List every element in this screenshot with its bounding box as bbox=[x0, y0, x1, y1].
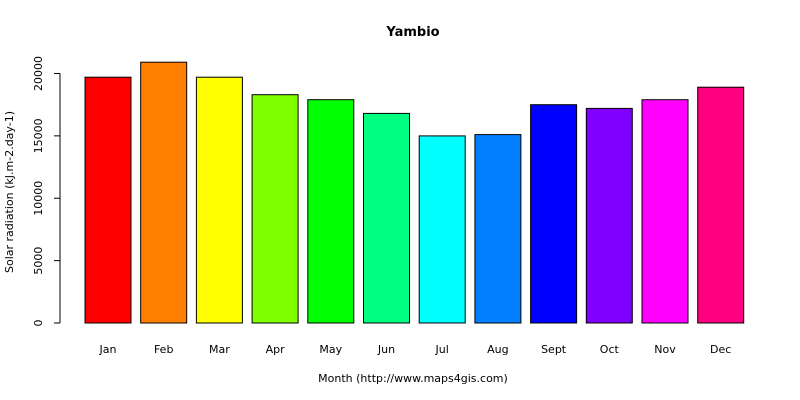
bar-jul bbox=[418, 135, 466, 324]
x-tick-label: Jan bbox=[99, 343, 117, 356]
y-tick-label: 15000 bbox=[32, 118, 45, 153]
bar-jun bbox=[363, 112, 410, 324]
x-tick-label: May bbox=[319, 343, 342, 356]
x-tick-label: Apr bbox=[266, 343, 286, 356]
x-tick-label: Oct bbox=[600, 343, 620, 356]
chart-title: Yambio bbox=[385, 25, 439, 40]
y-axis: 0 5000 10000 15000 20000 bbox=[32, 56, 61, 327]
bar-may bbox=[307, 99, 355, 324]
bar-feb bbox=[140, 61, 188, 324]
bar-mar bbox=[195, 76, 243, 324]
bar-apr bbox=[251, 94, 299, 324]
x-tick-labels: Jan Feb Mar Apr May Jun Jul Aug Sept Oct Nov Dec bbox=[99, 343, 732, 356]
x-tick-label: Nov bbox=[654, 343, 676, 356]
x-tick-label: Jun bbox=[377, 343, 395, 356]
y-axis-label: Solar radiation (kJ.m-2.day-1) bbox=[3, 111, 16, 273]
x-tick-label: Aug bbox=[487, 343, 508, 356]
y-tick-label: 10000 bbox=[32, 181, 45, 216]
x-tick-label: Sept bbox=[541, 343, 567, 356]
y-tick-label: 0 bbox=[32, 320, 45, 327]
x-tick-label: Jul bbox=[435, 343, 449, 356]
bars bbox=[84, 61, 745, 324]
y-tick-label: 5000 bbox=[32, 247, 45, 275]
bar-jan bbox=[84, 76, 132, 324]
bar-sept bbox=[530, 104, 578, 324]
x-tick-label: Feb bbox=[154, 343, 173, 356]
x-tick-label: Dec bbox=[710, 343, 731, 356]
y-tick-label: 20000 bbox=[32, 56, 45, 91]
x-tick-label: Mar bbox=[209, 343, 230, 356]
bar-nov bbox=[641, 99, 689, 324]
x-axis-label: Month (http://www.maps4gis.com) bbox=[318, 372, 508, 385]
bar-aug bbox=[474, 134, 522, 324]
bar-oct bbox=[585, 107, 633, 324]
bar-dec bbox=[697, 86, 745, 324]
